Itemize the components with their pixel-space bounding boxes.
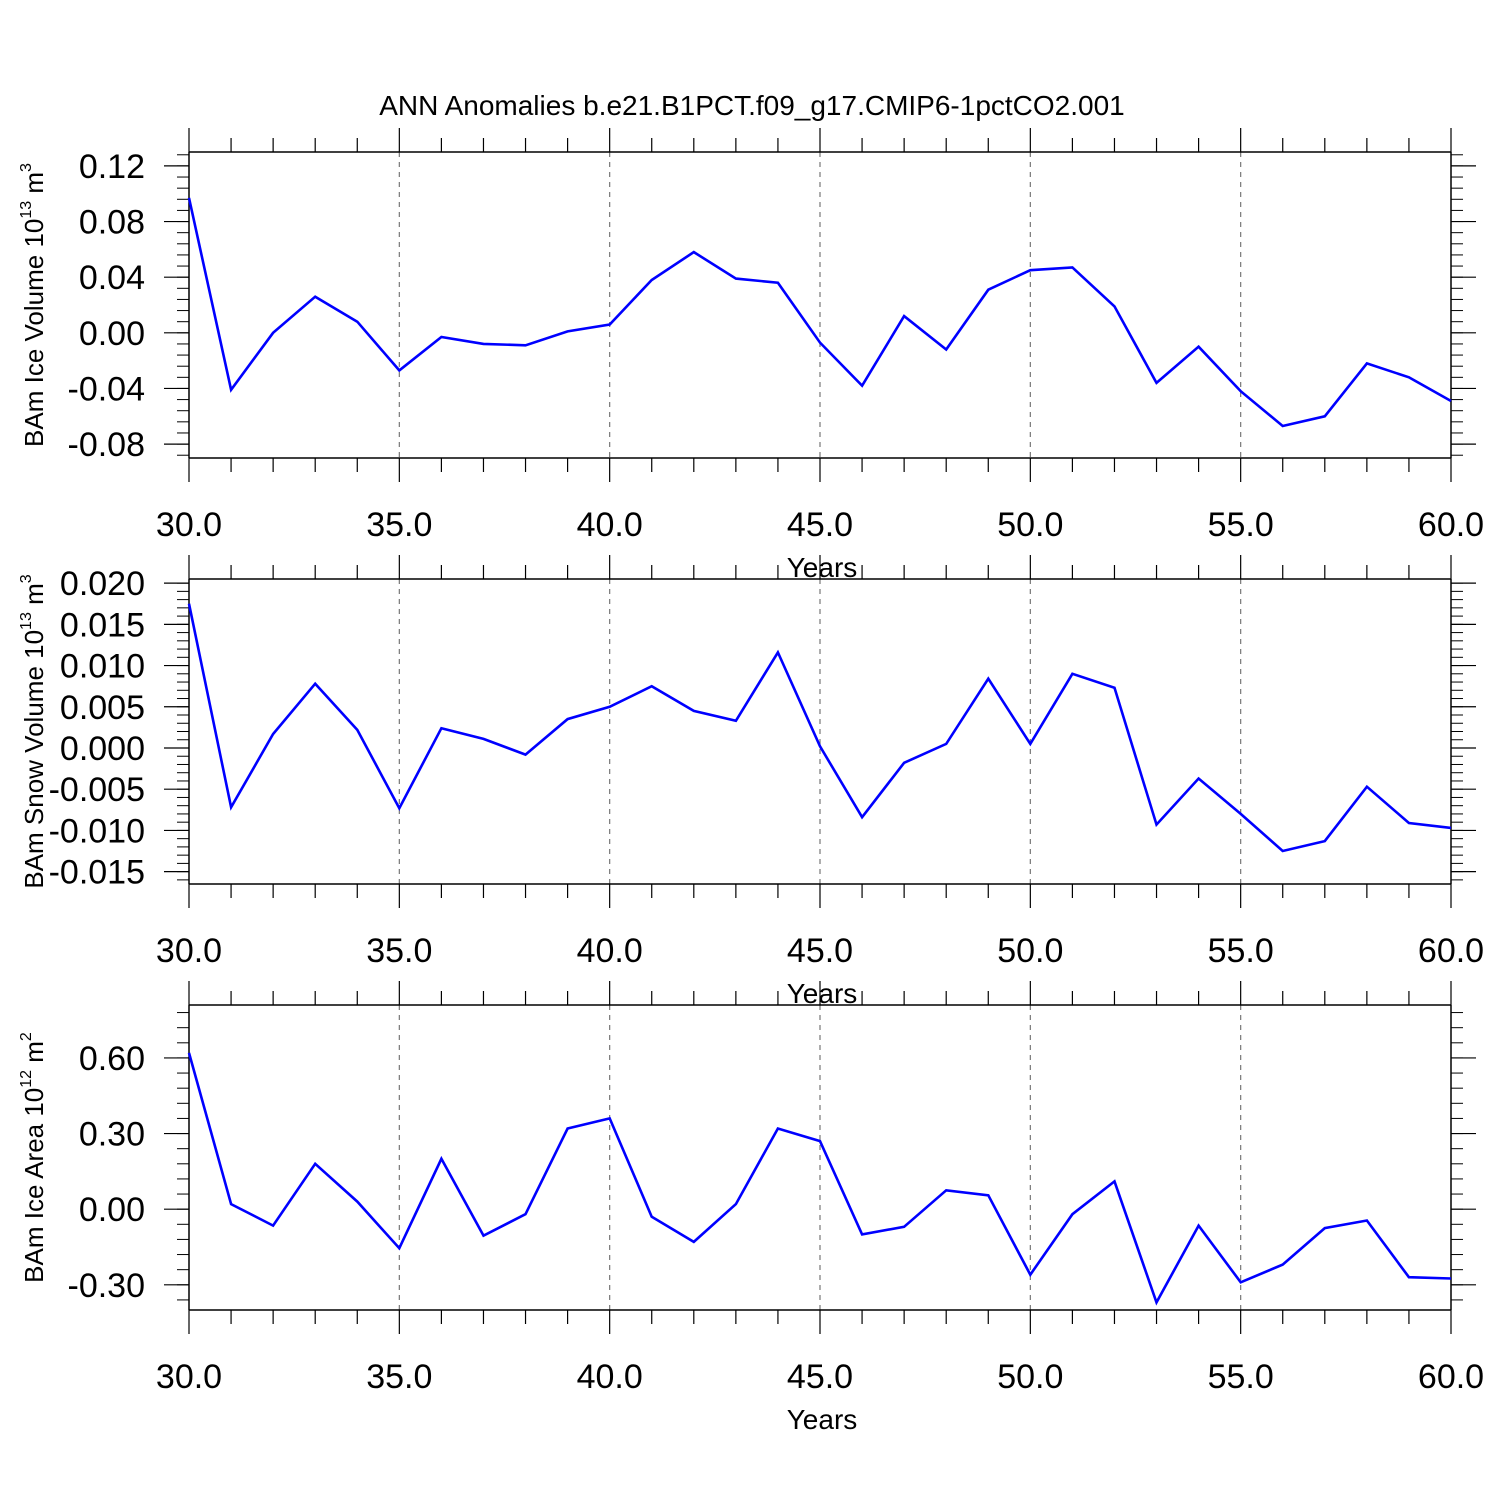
y-tick-label: 0.08 bbox=[79, 204, 145, 242]
figure-title: ANN Anomalies b.e21.B1PCT.f09_g17.CMIP6-… bbox=[379, 90, 1125, 121]
x-tick-label: 35.0 bbox=[366, 506, 432, 544]
x-tick-label: 30.0 bbox=[156, 1358, 222, 1396]
x-tick-label: 40.0 bbox=[577, 506, 643, 544]
y-tick-label: 0.12 bbox=[79, 148, 145, 186]
y-tick-label: -0.015 bbox=[49, 854, 145, 892]
x-tick-label: 30.0 bbox=[156, 932, 222, 970]
panel-ice-area: 0.60 0.30 0.00 -0.30 30.0 35.0 40.0 45.0 50.0 55.… bbox=[18, 981, 1484, 1435]
y-tick-label: -0.010 bbox=[49, 812, 145, 850]
y-tick-label: 0.015 bbox=[60, 606, 145, 644]
x-tick-label: 40.0 bbox=[577, 932, 643, 970]
x-tick-label: 60.0 bbox=[1418, 932, 1484, 970]
x-tick-label: 55.0 bbox=[1208, 1358, 1274, 1396]
x-tick-label: 50.0 bbox=[997, 932, 1063, 970]
x-tick-label: 60.0 bbox=[1418, 506, 1484, 544]
x-tick-label: 40.0 bbox=[577, 1358, 643, 1396]
y-tick-label: -0.005 bbox=[49, 771, 145, 809]
y-tick-label: 0.005 bbox=[60, 689, 145, 727]
y-axis-label: BAm Ice Area 1012 m2 bbox=[18, 1032, 49, 1283]
y-tick-label: -0.04 bbox=[68, 370, 146, 408]
y-tick-label: 0.00 bbox=[79, 1191, 145, 1229]
x-tick-label: 50.0 bbox=[997, 1358, 1063, 1396]
y-tick-label: 0.04 bbox=[79, 259, 145, 297]
y-axis-label: BAm Ice Volume 1013 m3 bbox=[18, 163, 49, 447]
y-tick-label: 0.020 bbox=[60, 565, 145, 603]
y-tick-label: 0.00 bbox=[79, 315, 145, 353]
y-tick-label: 0.000 bbox=[60, 730, 145, 768]
y-tick-label: 0.60 bbox=[79, 1040, 145, 1078]
y-tick-label: 0.30 bbox=[79, 1116, 145, 1154]
y-tick-label: -0.08 bbox=[68, 426, 146, 464]
x-tick-label: 30.0 bbox=[156, 506, 222, 544]
y-axis-label: BAm Snow Volume 1013 m3 bbox=[18, 574, 49, 888]
x-tick-label: 50.0 bbox=[997, 506, 1063, 544]
x-tick-label: 60.0 bbox=[1418, 1358, 1484, 1396]
x-axis-label: Years bbox=[787, 978, 858, 1009]
x-tick-label: 35.0 bbox=[366, 1358, 432, 1396]
x-tick-label: 55.0 bbox=[1208, 506, 1274, 544]
panel-ice-volume: 0.12 0.08 0.04 0.00 -0.04 -0.08 30.0 35.0 40.0 45… bbox=[18, 128, 1484, 583]
x-tick-label: 45.0 bbox=[787, 932, 853, 970]
y-tick-label: 0.010 bbox=[60, 648, 145, 686]
y-tick-label: -0.30 bbox=[68, 1267, 146, 1305]
x-axis-label: Years bbox=[787, 552, 858, 583]
x-tick-label: 55.0 bbox=[1208, 932, 1274, 970]
x-tick-label: 45.0 bbox=[787, 1358, 853, 1396]
x-tick-label: 35.0 bbox=[366, 932, 432, 970]
x-tick-label: 45.0 bbox=[787, 506, 853, 544]
x-axis-label: Years bbox=[787, 1404, 858, 1435]
